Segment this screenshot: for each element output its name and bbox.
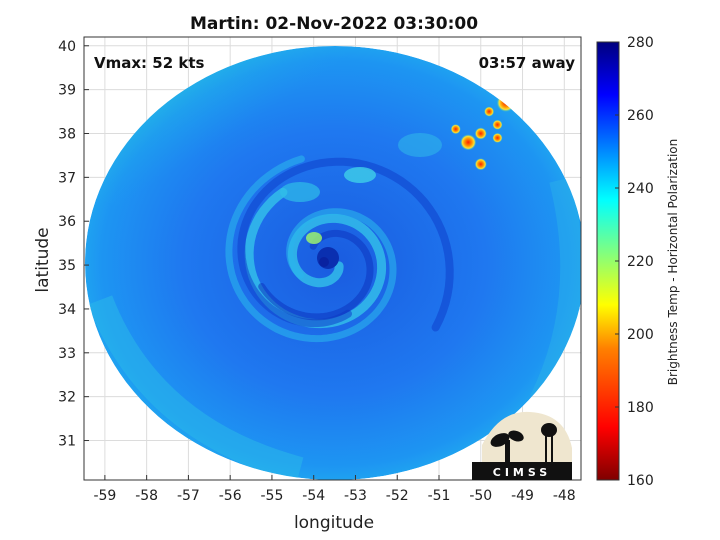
cimss-logo: CIMSS bbox=[472, 411, 572, 480]
spiral-dark-band bbox=[237, 157, 454, 332]
y-tick-label: 32 bbox=[58, 390, 76, 406]
x-tick-label: -52 bbox=[386, 488, 409, 504]
x-tick-label: -57 bbox=[177, 488, 200, 504]
y-tick-label: 40 bbox=[58, 39, 76, 55]
y-tick-label: 37 bbox=[58, 170, 76, 186]
hot-spot bbox=[484, 106, 495, 117]
x-tick-label: -53 bbox=[344, 488, 367, 504]
spiral-dark-band bbox=[258, 229, 374, 321]
y-axis-label: latitude bbox=[33, 227, 53, 292]
x-tick-label: -56 bbox=[219, 488, 242, 504]
colorbar-tick-label: 240 bbox=[627, 181, 654, 197]
hot-spot bbox=[492, 132, 503, 143]
x-tick-label: -51 bbox=[428, 488, 451, 504]
hot-spot bbox=[492, 119, 503, 130]
x-axis: -59 -58 -57 -56 -55 -54 -53 -52 -51 -50 -49 -48 bbox=[93, 475, 576, 504]
storm-eye bbox=[317, 247, 339, 269]
colorbar-tick-label: 160 bbox=[627, 473, 654, 489]
y-tick-label: 35 bbox=[58, 258, 76, 274]
y-tick-label: 34 bbox=[58, 302, 76, 318]
chart-title: Martin: 02-Nov-2022 03:30:00 bbox=[190, 14, 478, 34]
x-tick-label: -50 bbox=[469, 488, 492, 504]
spiral-band bbox=[225, 155, 397, 343]
x-tick-label: -54 bbox=[302, 488, 325, 504]
hot-spot bbox=[474, 158, 487, 171]
y-tick-label: 33 bbox=[58, 346, 76, 362]
hot-spot bbox=[474, 127, 487, 140]
y-tick-label: 38 bbox=[58, 126, 76, 142]
x-tick-label: -49 bbox=[511, 488, 534, 504]
y-axis: 31 32 33 34 35 36 37 38 39 40 bbox=[58, 39, 89, 450]
vmax-label: Vmax: 52 kts bbox=[94, 54, 204, 72]
x-tick-label: -59 bbox=[93, 488, 116, 504]
x-axis-label: longitude bbox=[294, 513, 374, 533]
x-tick-label: -48 bbox=[553, 488, 576, 504]
colorbar-tick-label: 180 bbox=[627, 400, 654, 416]
storm-spiral bbox=[225, 155, 454, 343]
colorbar-tick-label: 280 bbox=[627, 35, 654, 51]
axes-frame bbox=[83, 36, 582, 481]
time-away-label: 03:57 away bbox=[479, 54, 576, 72]
colorbar-tick-label: 220 bbox=[627, 254, 654, 270]
colorbar-label: Brightness Temp - Horizontal Polarizatio… bbox=[666, 139, 680, 386]
hot-spot bbox=[450, 124, 461, 135]
colorbar-ticks: 160 180 200 220 240 260 280 bbox=[615, 35, 654, 489]
colorbar-tick-label: 200 bbox=[627, 327, 654, 343]
hot-spot bbox=[460, 134, 477, 151]
y-tick-label: 39 bbox=[58, 83, 76, 99]
y-tick-label: 31 bbox=[58, 434, 76, 450]
x-tick-label: -55 bbox=[261, 488, 284, 504]
colorbar-tick-label: 260 bbox=[627, 108, 654, 124]
colorbar: 160 180 200 220 240 260 280 Brightness Temp - … bbox=[596, 35, 680, 489]
cimss-logo-text: CIMSS bbox=[493, 466, 551, 479]
y-tick-label: 36 bbox=[58, 214, 76, 230]
x-tick-label: -58 bbox=[135, 488, 158, 504]
